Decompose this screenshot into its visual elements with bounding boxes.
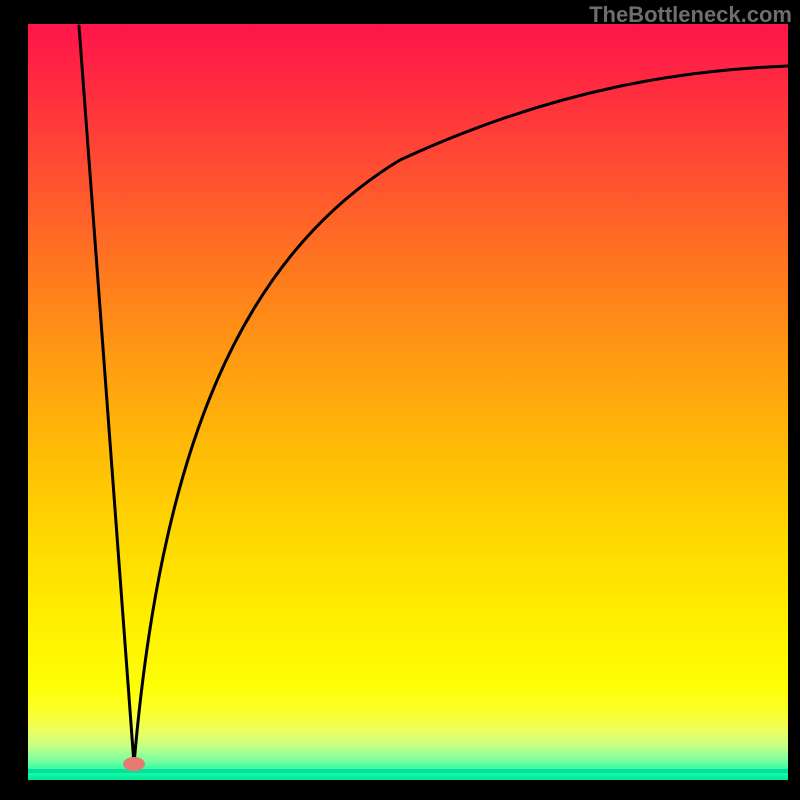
chart-container: TheBottleneck.com: [0, 0, 800, 800]
chart-svg: [0, 0, 800, 800]
gradient-plot-area: [28, 24, 788, 780]
vertex-marker: [123, 757, 145, 771]
watermark-text: TheBottleneck.com: [589, 2, 792, 28]
